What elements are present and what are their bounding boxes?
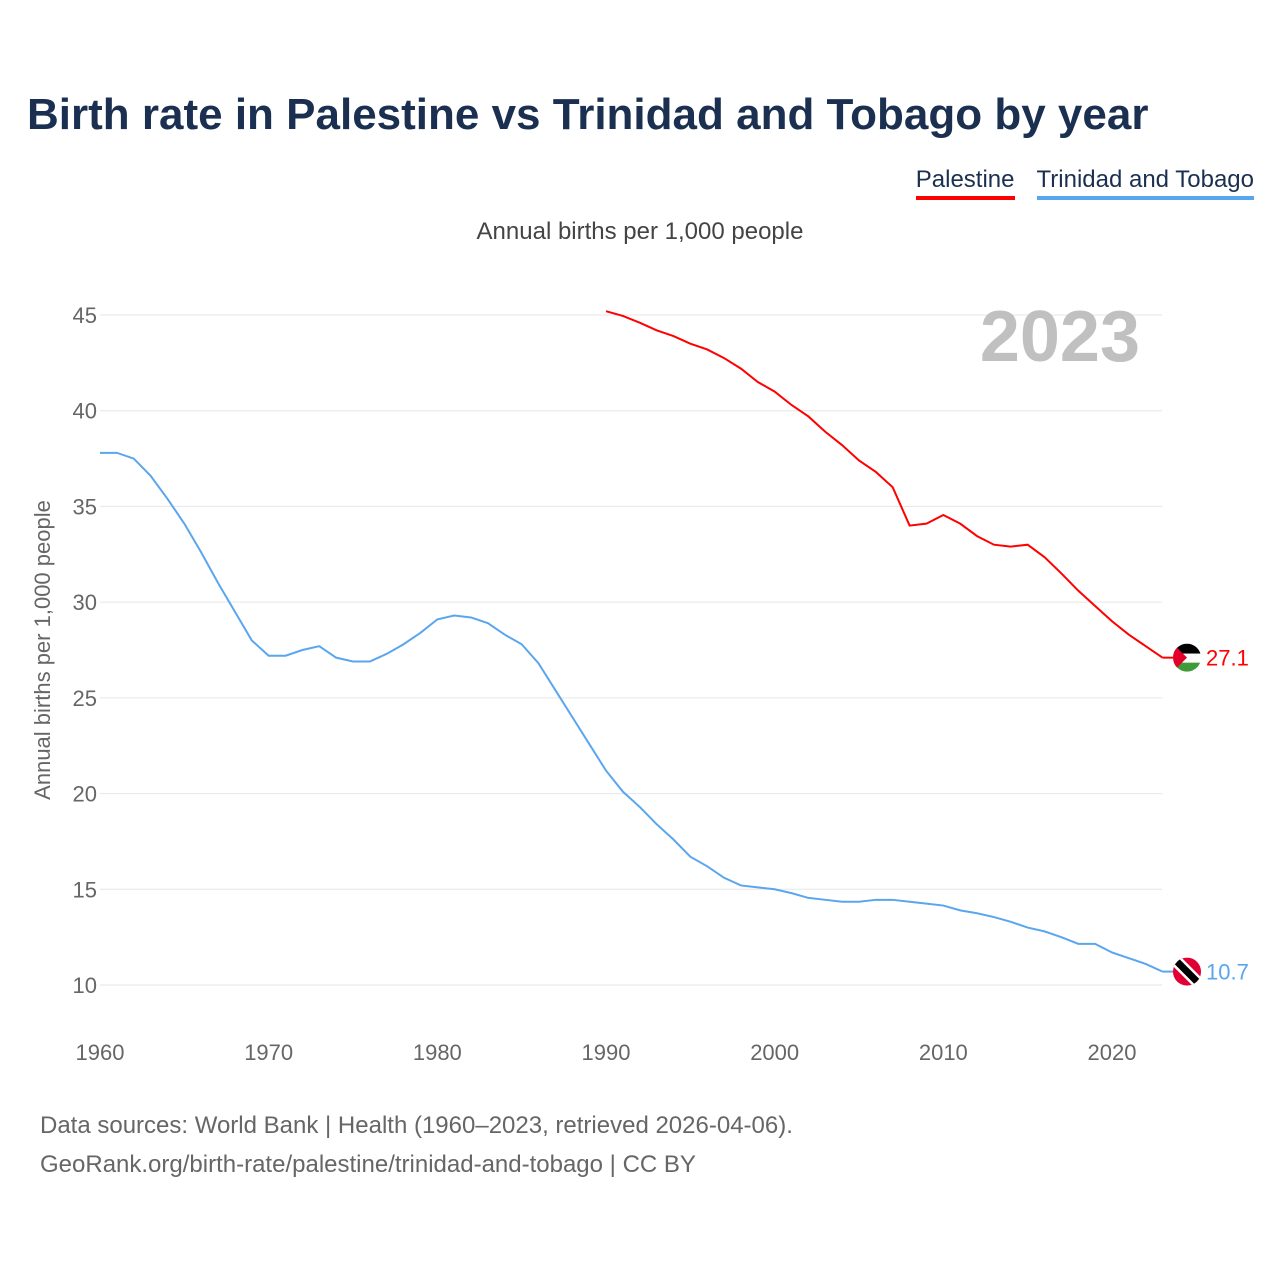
y-axis-label: Annual births per 1,000 people [30, 500, 55, 800]
x-tick-label: 1960 [76, 1040, 125, 1065]
source-line-1: Data sources: World Bank | Health (1960–… [40, 1112, 793, 1139]
x-tick-label: 1990 [582, 1040, 631, 1065]
y-tick-label: 40 [73, 399, 97, 424]
trinidad-flag-icon [1173, 957, 1201, 986]
source-note: Data sources: World Bank | Health (1960–… [40, 1106, 793, 1184]
y-tick-label: 15 [73, 877, 97, 902]
y-tick-label: 10 [73, 973, 97, 998]
series-line-palestine [605, 310, 1164, 659]
x-tick-label: 2010 [919, 1040, 968, 1065]
chart-subtitle: Annual births per 1,000 people [476, 218, 804, 245]
y-tick-label: 20 [73, 782, 97, 807]
x-tick-label: 2000 [750, 1040, 799, 1065]
y-tick-label: 45 [73, 303, 97, 328]
y-tick-label: 30 [73, 590, 97, 615]
end-value-label: 10.7 [1206, 960, 1249, 985]
y-tick-label: 35 [73, 494, 97, 519]
end-value-label: 27.1 [1206, 646, 1249, 671]
legend-trinidad[interactable]: Trinidad and Tobago [1036, 166, 1254, 200]
x-tick-label: 1980 [413, 1040, 462, 1065]
x-tick-label: 1970 [244, 1040, 293, 1065]
x-tick-label: 2020 [1088, 1040, 1137, 1065]
chart-title: Birth rate in Palestine vs Trinidad and … [27, 90, 1149, 139]
source-line-2[interactable]: GeoRank.org/birth-rate/palestine/trinida… [40, 1151, 696, 1178]
year-watermark: 2023 [980, 297, 1140, 377]
y-tick-label: 25 [73, 686, 97, 711]
series-line-trinidad [100, 451, 1164, 973]
legend: Palestine Trinidad and Tobago [915, 166, 1254, 200]
legend-palestine[interactable]: Palestine [915, 166, 1015, 200]
palestine-flag-icon [1173, 643, 1201, 672]
